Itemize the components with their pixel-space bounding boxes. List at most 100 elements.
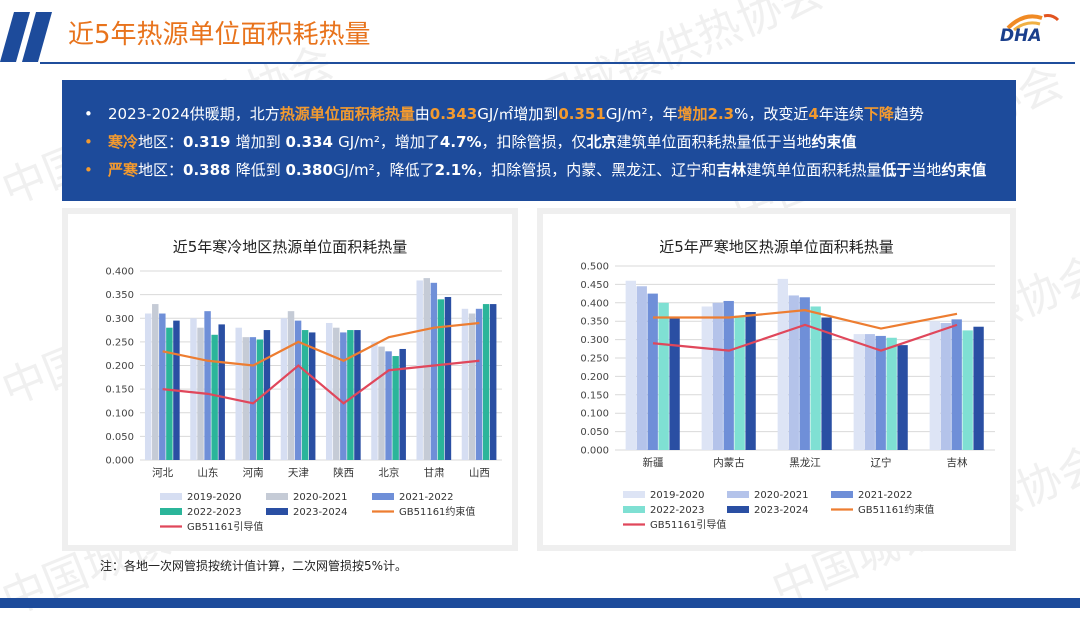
chart-bar bbox=[701, 306, 712, 450]
summary-text-segment: 约束值 bbox=[941, 161, 987, 179]
chart-bar bbox=[886, 337, 897, 450]
summary-line: • 寒冷地区：0.319 增加到 0.334 GJ/m²，增加了4.7%，扣除管损… bbox=[84, 128, 994, 156]
legend-label: 2019-2020 bbox=[187, 492, 242, 503]
logo-text: DHA bbox=[1000, 26, 1042, 46]
summary-text-segment: GJ/m²，年 bbox=[605, 105, 678, 123]
summary-text-segment: 0.319 bbox=[183, 133, 236, 151]
legend-swatch bbox=[727, 506, 749, 513]
legend-label: GB51161引导值 bbox=[187, 520, 263, 533]
summary-text-segment: 严寒 bbox=[108, 161, 139, 179]
summary-text-segment: 0.351 bbox=[558, 105, 606, 123]
x-tick-label: 黑龙江 bbox=[789, 456, 821, 469]
y-tick-label: 0.400 bbox=[105, 267, 134, 278]
cold-region-chart: 0.000 0.050 0.100 0.150 0.200 0.250 0.300 0.350… bbox=[105, 267, 502, 533]
y-tick-label: 0.300 bbox=[105, 314, 134, 325]
legend-label: GB51161引导值 bbox=[650, 518, 726, 531]
y-tick-label: 0.150 bbox=[580, 390, 609, 401]
chart-bar bbox=[625, 280, 636, 450]
chart-bar bbox=[159, 313, 166, 460]
chart-bar bbox=[461, 308, 469, 460]
chart-title: 近5年严寒地区热源单位面积耗热量 bbox=[659, 238, 894, 256]
x-tick-label: 内蒙古 bbox=[713, 456, 745, 469]
chart-bar bbox=[853, 334, 864, 450]
x-tick-label: 北京 bbox=[378, 466, 399, 479]
chart-bar bbox=[875, 335, 886, 450]
x-tick-label: 河北 bbox=[152, 467, 173, 479]
chart-bar bbox=[263, 330, 271, 460]
chart-bar bbox=[647, 293, 658, 450]
summary-text-segment: 增加2.3 bbox=[677, 105, 735, 123]
chart-bar bbox=[378, 346, 385, 460]
summary-line: • 2023-2024供暖期，北方热源单位面积耗热量由0.343GJ/㎡增加到0.… bbox=[84, 100, 994, 128]
chart-panel-severe: 近5年严寒地区热源单位面积耗热量 0.000 0.050 0.100 0.150 0.2… bbox=[537, 208, 1016, 551]
chart-bar bbox=[788, 295, 799, 450]
chart-bar bbox=[468, 313, 476, 460]
summary-line-text: 严寒地区：0.388 降低到 0.380GJ/m²，降低了2.1%，扣除管损，内… bbox=[108, 161, 986, 179]
y-tick-label: 0.400 bbox=[580, 298, 609, 309]
legend-swatch bbox=[623, 506, 645, 513]
summary-text-segment: 寒冷 bbox=[108, 133, 139, 151]
x-tick-label: 天津 bbox=[288, 467, 309, 479]
chart-bar bbox=[430, 282, 438, 460]
chart-bar bbox=[308, 332, 316, 460]
legend-swatch bbox=[831, 491, 853, 498]
y-tick-label: 0.200 bbox=[105, 361, 134, 372]
chart-bar bbox=[280, 318, 288, 460]
summary-text-segment: 地区： bbox=[138, 161, 184, 179]
chart-bar bbox=[810, 306, 821, 450]
chart-bar bbox=[723, 300, 734, 450]
x-tick-label: 河南 bbox=[243, 466, 264, 479]
chart-bar bbox=[475, 308, 483, 460]
summary-text-segment: 增加到 bbox=[235, 133, 286, 151]
summary-text-segment: GJ/m²，降低了 bbox=[332, 161, 435, 179]
x-tick-label: 吉林 bbox=[947, 456, 968, 469]
chart-bar bbox=[301, 330, 309, 460]
footnote: 注：各地一次网管损按统计值计算，二次网管损按5%计。 bbox=[100, 559, 408, 573]
chart-bar bbox=[777, 278, 788, 450]
y-tick-label: 0.050 bbox=[105, 432, 134, 443]
legend-label: 2021-2022 bbox=[399, 492, 454, 503]
chart-bar bbox=[951, 319, 962, 450]
chart-bar bbox=[218, 324, 225, 460]
bullet-dot: • bbox=[84, 133, 93, 151]
y-tick-label: 0.350 bbox=[105, 290, 134, 301]
summary-text-segment: 约束值 bbox=[811, 133, 857, 151]
summary-text-segment: 0.388 bbox=[183, 161, 236, 179]
chart-bar bbox=[385, 351, 392, 460]
chart-bar bbox=[745, 312, 756, 450]
chart-bar bbox=[799, 297, 810, 450]
legend-swatch bbox=[727, 491, 749, 498]
summary-text-segment: 吉林 bbox=[716, 161, 747, 179]
chart-bar bbox=[249, 337, 257, 460]
chart-bar bbox=[929, 321, 940, 450]
legend-label: 2020-2021 bbox=[754, 490, 809, 501]
chart-bar bbox=[392, 356, 399, 460]
y-tick-label: 0.250 bbox=[105, 337, 134, 348]
chart-bar bbox=[256, 339, 264, 460]
series-line bbox=[162, 359, 480, 405]
chart-bar bbox=[152, 304, 159, 460]
summary-text-segment: GJ/m²，增加了 bbox=[338, 133, 440, 151]
summary-text-segment: 低于 bbox=[881, 161, 912, 179]
summary-text-segment: 热源单位面积耗热量 bbox=[279, 105, 415, 123]
x-tick-label: 辽宁 bbox=[871, 456, 892, 469]
chart-bar bbox=[190, 318, 197, 460]
bottom-bar bbox=[0, 598, 1080, 608]
summary-text-segment: 下降 bbox=[863, 105, 894, 123]
chart-bar bbox=[416, 280, 423, 460]
series-line bbox=[162, 321, 480, 367]
y-tick-label: 0.300 bbox=[580, 335, 609, 346]
legend-label: 2022-2023 bbox=[650, 505, 705, 516]
legend-swatch bbox=[160, 493, 182, 500]
y-tick-label: 0.250 bbox=[580, 354, 609, 365]
legend-label: 2022-2023 bbox=[187, 507, 242, 518]
chart-bar bbox=[204, 311, 211, 460]
summary-text-segment: ，扣除管损，内蒙、黑龙江、辽宁和 bbox=[476, 161, 717, 179]
legend-swatch bbox=[266, 508, 288, 515]
title-decoration-icon bbox=[0, 12, 52, 62]
chart-bar bbox=[658, 302, 669, 450]
chart-bar bbox=[347, 330, 354, 460]
y-tick-label: 0.050 bbox=[580, 427, 609, 438]
dha-logo-icon bbox=[1006, 14, 1060, 32]
chart-bar bbox=[669, 317, 680, 450]
